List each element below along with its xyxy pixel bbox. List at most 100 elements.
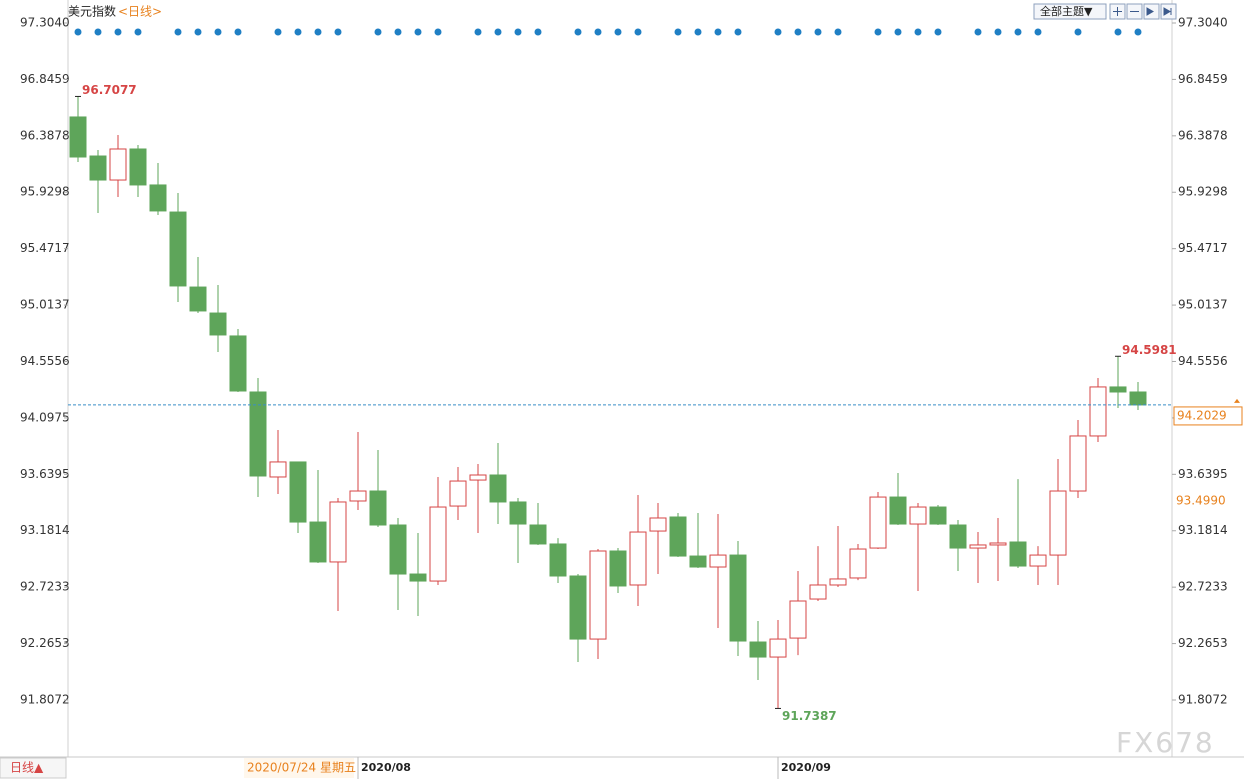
event-dot bbox=[974, 28, 982, 36]
candle-body bbox=[769, 638, 787, 658]
candle-body bbox=[889, 496, 907, 525]
event-dot bbox=[714, 28, 722, 36]
period-button[interactable] bbox=[0, 757, 67, 779]
period-button-label[interactable]: 日线▲ bbox=[10, 761, 44, 775]
extreme-label: 96.7077 bbox=[82, 83, 137, 97]
candle-body bbox=[1069, 435, 1087, 492]
event-dot bbox=[934, 28, 942, 36]
current-price-label: 94.2029 bbox=[1177, 408, 1227, 422]
y-tick-label: 95.0137 bbox=[20, 298, 70, 312]
candle-body bbox=[949, 524, 967, 549]
y2-tick-label: 97.3040 bbox=[1178, 15, 1228, 29]
y2-tick-label: 96.3878 bbox=[1178, 128, 1228, 142]
event-dot bbox=[614, 28, 622, 36]
event-dot bbox=[774, 28, 782, 36]
candle-body bbox=[69, 116, 87, 158]
candle-body bbox=[709, 554, 727, 568]
candle-body bbox=[1049, 490, 1067, 556]
event-dot bbox=[474, 28, 482, 36]
x-tick-label: 2020/09 bbox=[781, 761, 831, 774]
event-dot bbox=[234, 28, 242, 36]
candle-body bbox=[469, 474, 487, 481]
event-dot bbox=[194, 28, 202, 36]
event-dot bbox=[1134, 28, 1142, 36]
event-dot bbox=[1014, 28, 1022, 36]
event-dot bbox=[794, 28, 802, 36]
candle-body bbox=[329, 501, 347, 563]
event-dot bbox=[414, 28, 422, 36]
y2-tick-label: 95.0137 bbox=[1178, 298, 1228, 312]
y-tick-label: 95.4717 bbox=[20, 241, 70, 255]
candle-body bbox=[309, 521, 327, 563]
candle-body bbox=[1089, 386, 1107, 437]
y2-tick-label: 92.2653 bbox=[1178, 636, 1228, 650]
event-dot bbox=[634, 28, 642, 36]
candle-body bbox=[969, 544, 987, 549]
y-tick-label: 94.5556 bbox=[20, 354, 70, 368]
candle-body bbox=[509, 501, 527, 525]
event-dot bbox=[694, 28, 702, 36]
candle-body bbox=[989, 542, 1007, 546]
event-dot bbox=[114, 28, 122, 36]
y2-tick-label: 96.8459 bbox=[1178, 72, 1228, 86]
event-dot bbox=[894, 28, 902, 36]
candle-body bbox=[1129, 391, 1147, 406]
event-dot bbox=[594, 28, 602, 36]
cursor-price: 93.4990 bbox=[1176, 494, 1226, 508]
event-dot bbox=[1074, 28, 1082, 36]
candle-body bbox=[1009, 541, 1027, 567]
theme-button[interactable] bbox=[1033, 3, 1107, 20]
cursor-price-box bbox=[1174, 492, 1242, 510]
candle-body bbox=[629, 531, 647, 586]
candle-body bbox=[789, 600, 807, 639]
candle-body bbox=[89, 155, 107, 181]
event-dot bbox=[874, 28, 882, 36]
candle-body bbox=[529, 524, 547, 545]
candle-body bbox=[689, 555, 707, 568]
candle-body bbox=[209, 312, 227, 336]
y-tick-label: 97.3040 bbox=[20, 15, 70, 29]
candle-body bbox=[269, 461, 287, 478]
y-tick-label: 92.2653 bbox=[20, 636, 70, 650]
candle-body bbox=[109, 148, 127, 181]
candle-body bbox=[809, 584, 827, 600]
candle-body bbox=[729, 554, 747, 642]
candle-body bbox=[149, 184, 167, 212]
candle-body bbox=[349, 490, 367, 502]
y-tick-label: 96.8459 bbox=[20, 72, 70, 86]
y2-tick-label: 92.7233 bbox=[1178, 580, 1228, 594]
event-dot bbox=[74, 28, 82, 36]
event-dot bbox=[94, 28, 102, 36]
candle-body bbox=[669, 516, 687, 557]
event-dot bbox=[814, 28, 822, 36]
y-tick-label: 96.3878 bbox=[20, 128, 70, 142]
y2-tick-label: 95.4717 bbox=[1178, 241, 1228, 255]
event-dot bbox=[734, 28, 742, 36]
y-tick-label: 94.0975 bbox=[20, 410, 70, 424]
event-dot bbox=[394, 28, 402, 36]
event-dot bbox=[534, 28, 542, 36]
y2-tick-label: 95.9298 bbox=[1178, 185, 1228, 199]
x-tick-label: 2020/08 bbox=[361, 761, 411, 774]
watermark: FX678 bbox=[1116, 726, 1215, 759]
candle-body bbox=[409, 573, 427, 582]
candle-body bbox=[189, 286, 207, 312]
candle-body bbox=[129, 148, 147, 186]
candle-body bbox=[389, 524, 407, 575]
y-tick-label: 95.9298 bbox=[20, 185, 70, 199]
candle-body bbox=[169, 211, 187, 287]
event-dot bbox=[1034, 28, 1042, 36]
candle-body bbox=[549, 543, 567, 577]
candle-body bbox=[289, 461, 307, 523]
candle-body bbox=[649, 517, 667, 532]
current-price-arrow bbox=[1234, 398, 1240, 403]
event-dot bbox=[1114, 28, 1122, 36]
event-dot bbox=[294, 28, 302, 36]
candle-body bbox=[589, 550, 607, 640]
theme-button-label[interactable]: 全部主题▼ bbox=[1040, 4, 1093, 18]
extreme-label: 94.5981 bbox=[1122, 343, 1177, 357]
y-tick-label: 92.7233 bbox=[20, 580, 70, 594]
candle-body bbox=[369, 490, 387, 526]
